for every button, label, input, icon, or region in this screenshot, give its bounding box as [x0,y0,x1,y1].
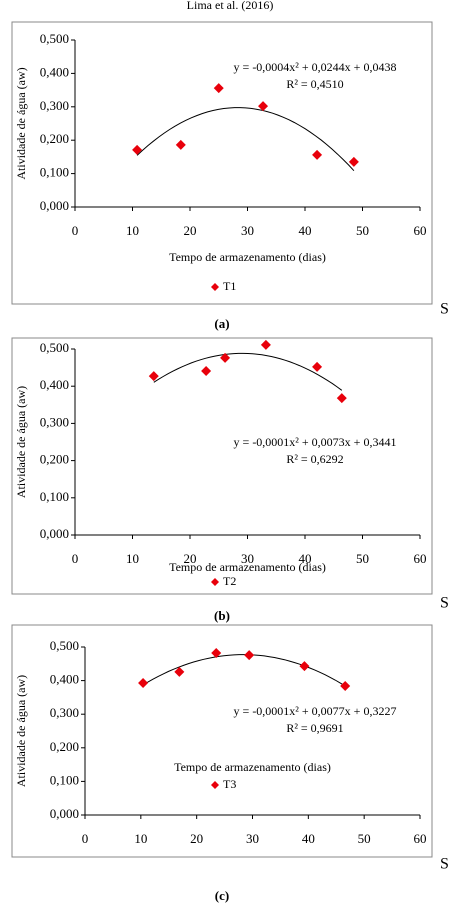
legend-label: T1 [223,279,236,293]
data-point [213,83,224,94]
caption: (b) [214,608,230,623]
y-tick-label: 0,300 [40,98,69,113]
data-point [312,361,323,372]
y-tick-label: 0,300 [40,414,69,429]
y-tick-label: 0,400 [50,672,79,687]
x-tick-label: 0 [72,551,79,566]
y-tick-label: 0,000 [40,198,69,213]
data-point [340,680,351,691]
x-tick-label: 60 [414,831,427,846]
data-point [174,666,185,677]
trend-line [142,654,346,687]
y-tick-label: 0,400 [40,64,69,79]
x-tick-label: 50 [358,831,371,846]
x-tick-label: 10 [134,831,147,846]
y-tick-label: 0,200 [50,739,79,754]
y-axis-label: Atividade de água (aw) [14,675,28,787]
data-point [201,365,212,376]
x-tick-label: 40 [299,223,312,238]
y-tick-label: 0,100 [50,772,79,787]
caption: (c) [215,888,229,903]
legend-marker [211,578,219,586]
x-tick-label: 30 [241,223,254,238]
data-point [132,144,143,155]
data-point [312,149,323,160]
x-axis-label: Tempo de armazenamento (dias) [169,560,326,574]
x-tick-label: 60 [414,223,427,238]
data-point [299,661,310,672]
x-tick-label: 0 [72,223,79,238]
x-tick-label: 30 [246,831,259,846]
x-tick-label: 20 [190,831,203,846]
y-tick-label: 0,200 [40,131,69,146]
y-tick-label: 0,500 [40,340,69,355]
side-mark: S [440,595,449,612]
data-point [138,677,149,688]
x-tick-label: 20 [184,223,197,238]
x-tick-label: 10 [126,551,139,566]
y-tick-label: 0,100 [40,165,69,180]
legend-marker [211,283,219,291]
equation: y = -0,0001x² + 0,0077x + 0,3227 [234,704,397,718]
data-point [175,139,186,150]
trend-line [153,352,343,391]
x-tick-label: 10 [126,223,139,238]
x-tick-label: 0 [82,831,89,846]
y-axis-label: Atividade de água (aw) [14,386,28,498]
x-tick-label: 40 [299,551,312,566]
data-point [348,156,359,167]
x-tick-label: 50 [356,223,369,238]
x-tick-label: 40 [302,831,315,846]
data-point [148,371,159,382]
y-axis-label: Atividade de água (aw) [14,67,28,179]
r-squared: R² = 0,9691 [286,721,343,735]
data-point [220,352,231,363]
x-tick-label: 20 [184,551,197,566]
data-point [211,648,222,659]
y-tick-label: 0,000 [50,806,79,821]
data-point [336,393,347,404]
data-point [244,650,255,661]
trend-line [136,107,355,172]
y-tick-label: 0,500 [50,638,79,653]
panel-border [11,21,433,305]
y-tick-label: 0,400 [40,377,69,392]
r-squared: R² = 0,4510 [286,77,343,91]
side-mark: S [440,301,449,318]
equation: y = -0,0001x² + 0,0073x + 0,3441 [234,435,397,449]
y-tick-label: 0,200 [40,452,69,467]
data-point [258,101,269,112]
x-tick-label: 60 [414,551,427,566]
data-point [260,339,271,350]
y-tick-label: 0,000 [40,526,69,541]
y-tick-label: 0,500 [40,31,69,46]
r-squared: R² = 0,6292 [286,452,343,466]
y-tick-label: 0,300 [50,705,79,720]
x-axis-label: Tempo de armazenamento (dias) [174,760,331,774]
panel-border [11,337,433,595]
legend-label: T2 [223,574,236,588]
legend-marker [211,781,219,789]
x-tick-label: 30 [241,551,254,566]
x-axis-label: Tempo de armazenamento (dias) [169,250,326,264]
panel-border [11,624,433,858]
header: Lima et al. (2016) [187,0,274,12]
legend-label: T3 [223,777,236,791]
caption: (a) [214,316,229,331]
y-tick-label: 0,100 [40,489,69,504]
side-mark: S [440,856,449,873]
equation: y = -0,0004x² + 0,0244x + 0,0438 [234,60,397,74]
x-tick-label: 50 [356,551,369,566]
